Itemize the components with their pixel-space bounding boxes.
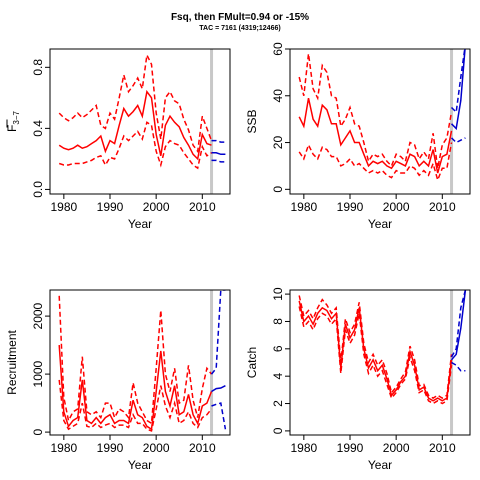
x-axis-label: Year — [368, 458, 392, 472]
series-proj-lower — [450, 137, 466, 144]
y-tick-label: 0.4 — [31, 120, 45, 137]
y-tick-label: 0 — [271, 427, 285, 434]
x-axis-label: Year — [128, 458, 152, 472]
x-tick-label: 1990 — [337, 200, 364, 214]
x-tick-label: 2000 — [143, 200, 170, 214]
y-tick-label: 4 — [271, 373, 285, 380]
x-tick-label: 1990 — [337, 441, 364, 455]
figure-title: Fsq, then FMult=0.94 or -15% — [171, 12, 309, 23]
x-tick-label: 1980 — [290, 441, 317, 455]
x-axis-label: Year — [368, 217, 392, 231]
x-tick-label: 2000 — [143, 441, 170, 455]
series-hist-upper — [58, 52, 213, 154]
plot-frame — [49, 48, 231, 195]
series-hist-median — [298, 97, 453, 174]
panel-recruitment: 1980 1990 2000 2010 0 1000 2000 Year Recruitment — [5, 289, 231, 472]
x-tick-label: 2010 — [429, 200, 456, 214]
series-hist-upper — [298, 53, 453, 169]
x-tick-label: 2010 — [189, 441, 216, 455]
series-hist-upper — [58, 295, 213, 425]
y-axis-label: Recruitment — [5, 329, 19, 394]
y-tick-label: 40 — [271, 89, 285, 103]
y-tick-label: 10 — [271, 287, 285, 301]
panel-ssb: 1980 1990 2000 2010 0 20 40 60 Year SSB — [245, 42, 471, 231]
figure-subtitle: TAC = 7161 (4319;12466) — [199, 25, 280, 32]
series-hist-median — [58, 89, 212, 161]
series-proj-median — [211, 385, 226, 393]
series-hist-lower — [58, 121, 212, 170]
y-tick-label: 20 — [271, 136, 285, 150]
series-proj-median — [211, 152, 226, 156]
series-hist-median — [298, 300, 453, 402]
series-hist-lower — [298, 306, 453, 405]
y-axis-label: Catch — [245, 347, 259, 378]
series-hist-upper — [298, 295, 453, 399]
x-tick-label: 1980 — [290, 200, 317, 214]
x-tick-label: 2010 — [189, 200, 216, 214]
plot-frame — [289, 48, 471, 195]
series-proj-lower — [451, 361, 466, 372]
y-tick-label: 2 — [271, 400, 285, 407]
series-proj-lower — [211, 159, 226, 163]
y-tick-label: 1000 — [31, 360, 45, 387]
x-tick-label: 2000 — [383, 441, 410, 455]
y-tick-label: 6 — [271, 345, 285, 352]
x-tick-label: 1980 — [50, 441, 77, 455]
x-tick-label: 1990 — [97, 200, 124, 214]
series-hist-lower — [58, 379, 213, 432]
x-tick-label: 1980 — [50, 200, 77, 214]
y-tick-label: 0 — [31, 428, 45, 435]
series-proj-upper — [210, 290, 226, 375]
y-axis-label-subscript: 3−7 — [12, 110, 21, 124]
plot-frame — [289, 289, 471, 436]
series-proj-upper — [211, 139, 226, 143]
x-tick-label: 2010 — [429, 441, 456, 455]
y-tick-label: 0 — [271, 186, 285, 193]
plot-frame — [49, 289, 231, 436]
series-proj-upper — [450, 290, 467, 358]
x-tick-label: 2000 — [383, 200, 410, 214]
series-proj-median — [450, 49, 466, 131]
series-hist-lower — [298, 142, 453, 183]
x-tick-label: 1990 — [97, 441, 124, 455]
y-tick-label: 0.0 — [31, 181, 45, 198]
panel-catch: 1980 1990 2000 2010 0 2 4 6 8 10 Year Catch — [245, 287, 471, 472]
y-tick-label: 8 — [271, 318, 285, 325]
y-tick-label: 60 — [271, 42, 285, 56]
y-tick-label: 0.8 — [31, 59, 45, 76]
series-hist-median — [58, 345, 213, 431]
y-tick-label: 2000 — [31, 302, 45, 329]
series-proj-lower — [211, 402, 227, 430]
x-axis-label: Year — [128, 217, 152, 231]
series-proj-upper — [450, 49, 466, 114]
y-axis-label: SSB — [245, 109, 259, 133]
series-proj-median — [450, 290, 467, 361]
